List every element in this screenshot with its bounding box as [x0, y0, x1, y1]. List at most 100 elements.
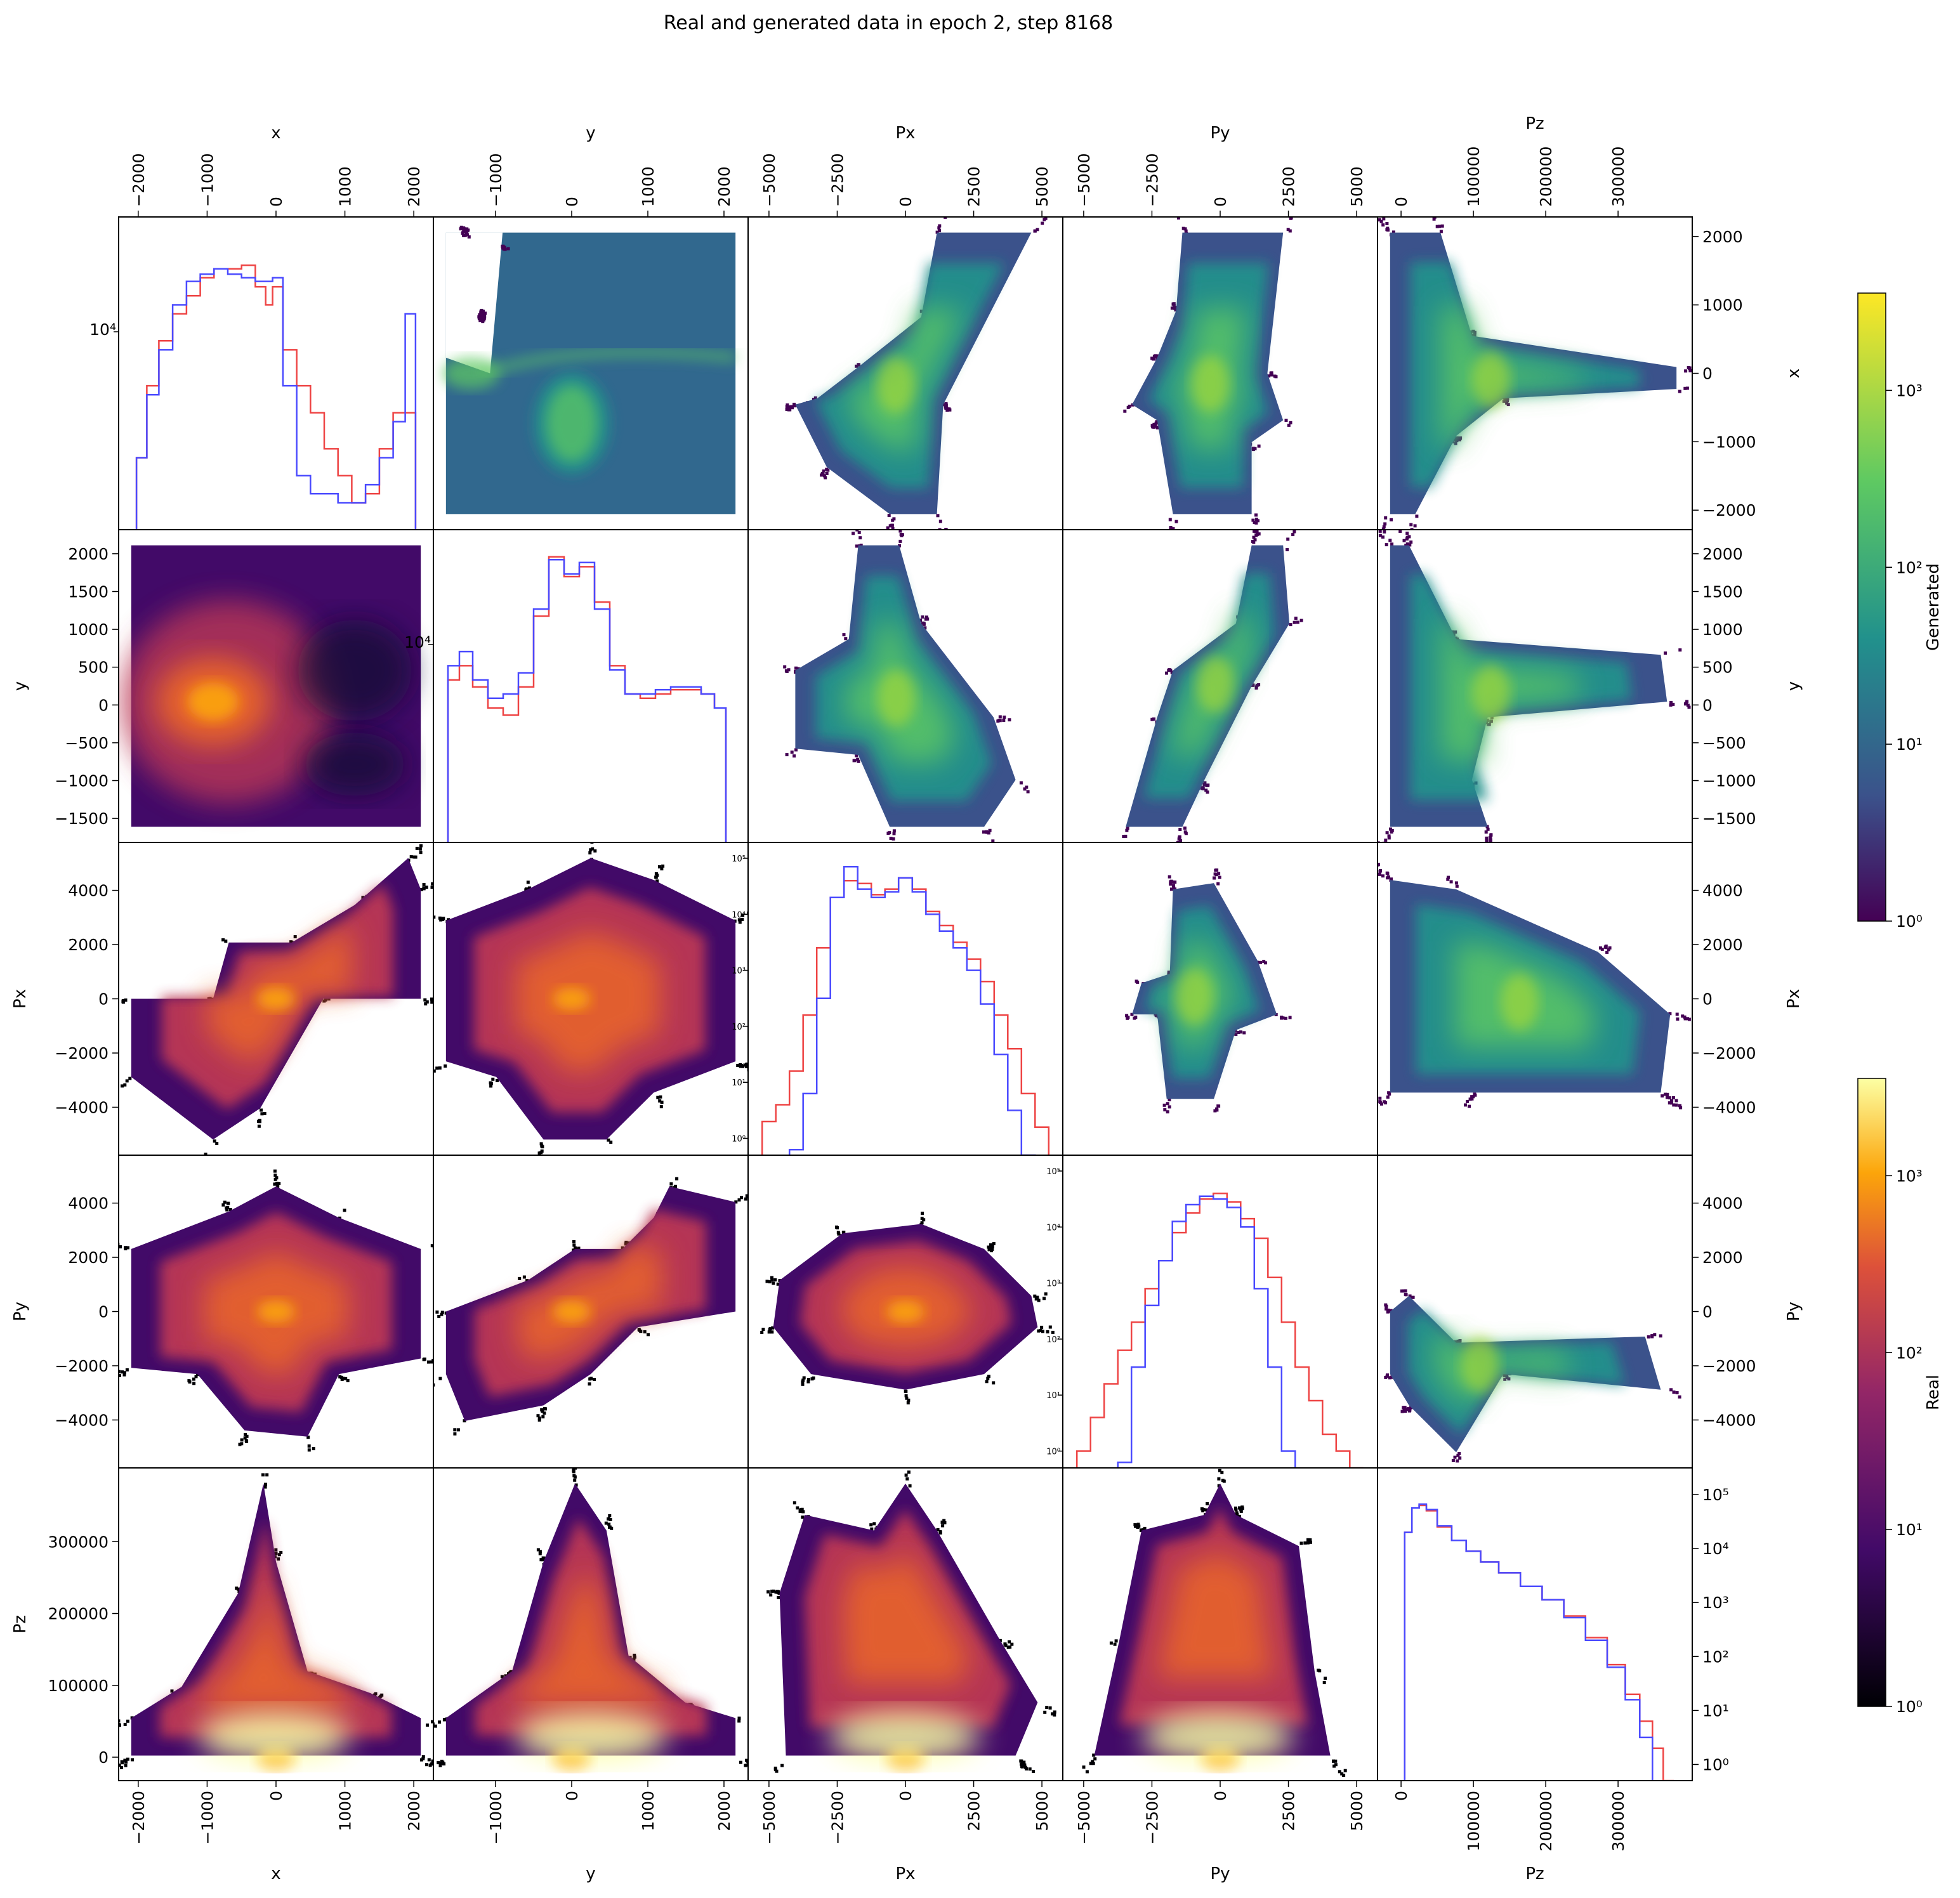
diag-log-tick-label: 10⁵	[732, 854, 746, 864]
sparse-bin	[1668, 1012, 1672, 1016]
sparse-bin	[1033, 1294, 1037, 1298]
sparse-bin	[1130, 1012, 1134, 1016]
sparse-bin	[1172, 304, 1176, 308]
top-tick-label-Pz: 200000	[1537, 147, 1555, 207]
density-core	[1155, 1542, 1274, 1679]
sparse-bin	[1113, 845, 1116, 848]
sparse-bin	[1506, 403, 1510, 407]
sparse-bin	[1220, 1470, 1224, 1474]
sparse-bin	[889, 837, 893, 841]
sparse-bin	[892, 517, 896, 521]
sparse-bin	[524, 888, 528, 892]
sparse-bin	[479, 318, 483, 322]
sparse-bin	[1666, 1096, 1669, 1099]
sparse-bin	[1173, 880, 1177, 884]
diag-log-tick-label: 10⁴	[1046, 1223, 1060, 1233]
sparse-bin	[1171, 527, 1175, 530]
sparse-bin	[1503, 1373, 1506, 1377]
sparse-bin	[593, 1378, 596, 1381]
sparse-bin	[343, 1208, 346, 1212]
sparse-bin	[1284, 1016, 1287, 1020]
sparse-bin	[1239, 1509, 1243, 1513]
panel-Py-vs-y	[433, 1177, 748, 1436]
sparse-bin	[1390, 877, 1393, 881]
top-tick-label-x: 2000	[405, 166, 423, 207]
sparse-bin	[1383, 530, 1386, 533]
sparse-bin	[1451, 1459, 1455, 1462]
sparse-bin	[891, 837, 895, 841]
sparse-bin	[857, 363, 860, 367]
sparse-bin	[338, 1375, 342, 1378]
sparse-bin	[481, 320, 485, 324]
sparse-bin	[1242, 1031, 1246, 1035]
panel-frame	[747, 842, 1063, 1156]
sparse-bin	[307, 1444, 311, 1448]
sparse-bin	[119, 1370, 121, 1373]
sparse-bin	[1156, 426, 1159, 429]
right-tick-label-Py: −4000	[1702, 1411, 1756, 1429]
sparse-bin	[324, 998, 327, 1002]
colorbar-real: Real 10⁰ 10¹ 10² 10³	[1857, 1078, 1943, 1716]
sparse-bin	[225, 1208, 229, 1212]
sparse-bin	[1255, 533, 1259, 537]
sparse-bin	[852, 525, 855, 528]
left-axis-label-Py: Py	[11, 1302, 30, 1321]
sparse-bin	[435, 1066, 439, 1070]
colorbar-tick-label: 10¹	[1896, 1521, 1923, 1539]
sparse-bin	[275, 1176, 279, 1180]
sparse-bin	[1028, 1767, 1032, 1771]
sparse-bin	[1487, 845, 1490, 848]
sparse-bin	[125, 1368, 129, 1371]
sparse-bin	[1650, 1334, 1654, 1338]
sparse-bin	[1176, 841, 1180, 842]
sparse-bin	[898, 539, 902, 543]
sparse-bin	[944, 528, 948, 530]
sparse-bin	[240, 1438, 244, 1442]
sparse-bin	[518, 1276, 522, 1280]
sparse-bin	[478, 313, 482, 317]
sparse-bin	[541, 1145, 544, 1149]
panel-Px-vs-y	[433, 842, 748, 1155]
sparse-bin	[899, 533, 903, 536]
sparse-bin	[1388, 539, 1392, 542]
sparse-bin	[660, 1101, 664, 1104]
sparse-bin	[1486, 827, 1490, 831]
sparse-bin	[344, 1377, 348, 1380]
top-tick-label-x: −1000	[198, 153, 216, 207]
sparse-bin	[1386, 1308, 1390, 1312]
sparse-bin	[188, 1380, 192, 1384]
sparse-bin	[938, 224, 942, 228]
sparse-bin	[438, 1066, 442, 1070]
sparse-bin	[274, 1552, 278, 1555]
sparse-bin	[1438, 225, 1441, 228]
sparse-bin	[1342, 1774, 1346, 1777]
sparse-bin	[1672, 1391, 1676, 1394]
right-tick-label-x: 1000	[1702, 296, 1743, 315]
sparse-bin	[312, 1447, 315, 1451]
sparse-bin	[793, 1501, 796, 1505]
sparse-bin	[1174, 308, 1178, 311]
sparse-bin	[802, 1376, 806, 1380]
sparse-bin	[1167, 971, 1171, 974]
sparse-bin	[1332, 1764, 1336, 1768]
colorbar-generated-gradient	[1857, 292, 1886, 922]
sparse-bin	[1390, 1375, 1393, 1379]
sparse-bin	[121, 1370, 124, 1374]
sparse-bin	[277, 1182, 281, 1186]
sparse-bin	[119, 1245, 122, 1248]
sparse-bin	[1484, 830, 1488, 834]
right-tick-label-Px: 4000	[1702, 882, 1743, 900]
sparse-bin	[114, 1765, 117, 1768]
sparse-bin	[801, 1378, 805, 1382]
sparse-bin	[1166, 1110, 1169, 1114]
sparse-bin	[434, 1361, 437, 1364]
sparse-bin	[257, 1124, 261, 1128]
sparse-bin	[463, 227, 466, 231]
sparse-bin	[1391, 230, 1395, 234]
sparse-bin	[1386, 876, 1390, 880]
sparse-bin	[921, 1212, 924, 1215]
sparse-bin	[506, 247, 510, 251]
sparse-bin	[1169, 527, 1173, 530]
sparse-bin	[1390, 828, 1394, 832]
colorbar-tick-label: 10³	[1896, 381, 1923, 400]
